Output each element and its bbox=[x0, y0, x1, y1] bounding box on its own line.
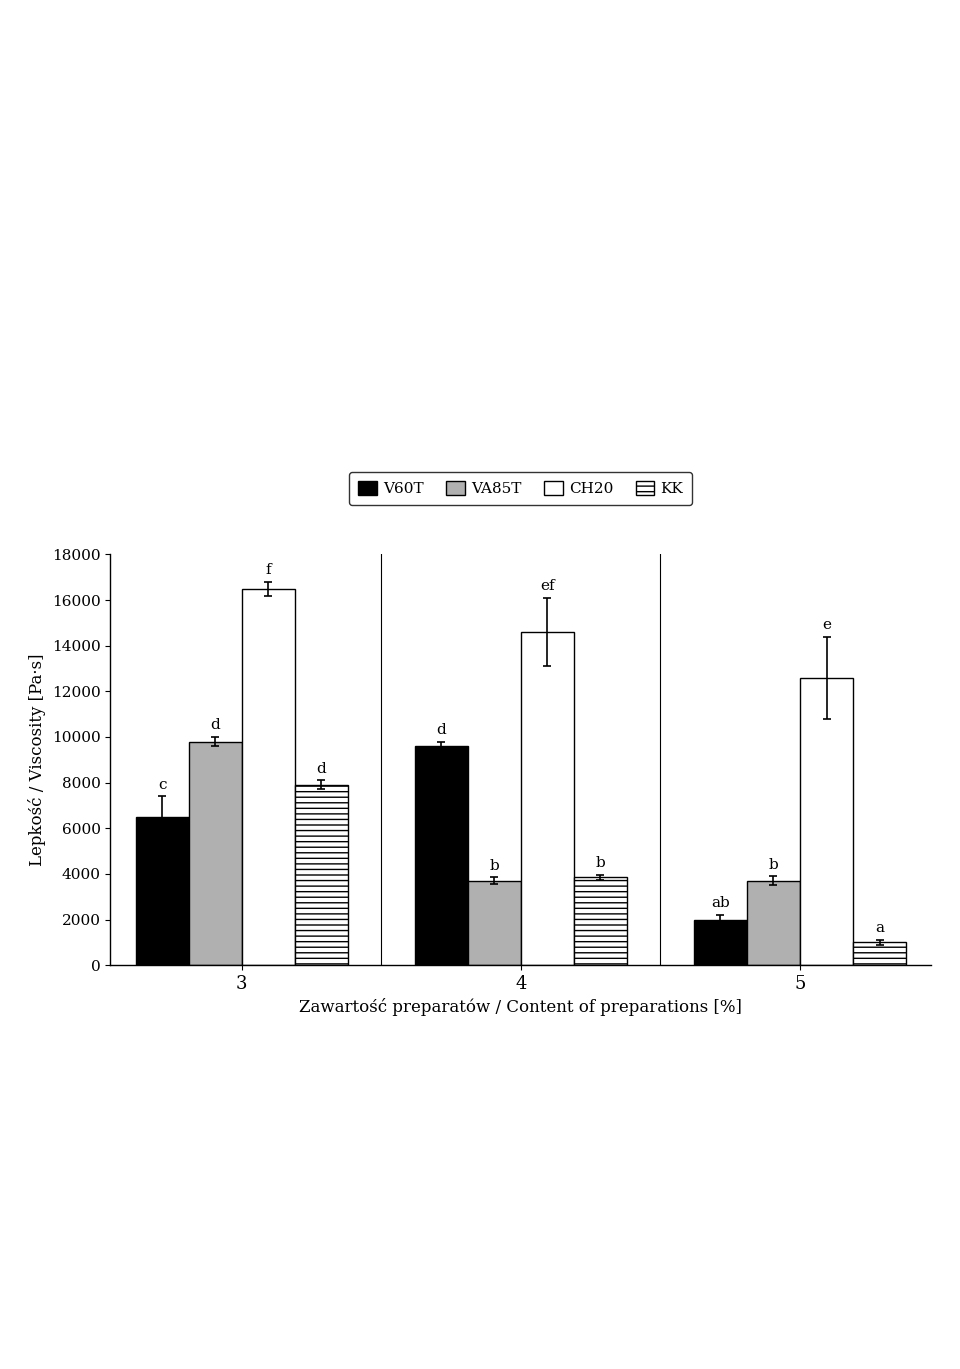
Bar bbox=[415, 746, 468, 965]
Text: a: a bbox=[876, 921, 884, 935]
Text: b: b bbox=[490, 858, 499, 873]
Text: d: d bbox=[210, 719, 220, 732]
Bar bbox=[295, 784, 348, 965]
Legend: V60T, VA85T, CH20, KK: V60T, VA85T, CH20, KK bbox=[349, 472, 692, 505]
Text: e: e bbox=[822, 617, 831, 632]
Bar bbox=[135, 817, 188, 965]
Bar bbox=[853, 942, 906, 965]
Text: b: b bbox=[769, 857, 779, 872]
Bar bbox=[468, 880, 520, 965]
X-axis label: Zawartość preparatów / Content of preparations [%]: Zawartość preparatów / Content of prepar… bbox=[300, 998, 742, 1016]
Bar bbox=[800, 678, 853, 965]
Bar bbox=[694, 920, 747, 965]
Bar bbox=[747, 880, 800, 965]
Bar bbox=[574, 878, 627, 965]
Text: f: f bbox=[265, 563, 271, 578]
Text: d: d bbox=[316, 761, 326, 776]
Text: b: b bbox=[595, 857, 605, 871]
Bar bbox=[188, 742, 242, 965]
Text: ef: ef bbox=[540, 579, 555, 593]
Bar bbox=[520, 632, 574, 965]
Y-axis label: Lepkość / Viscosity [Pa·s]: Lepkość / Viscosity [Pa·s] bbox=[29, 653, 46, 867]
Text: d: d bbox=[437, 723, 446, 737]
Text: c: c bbox=[157, 778, 166, 791]
Text: ab: ab bbox=[711, 897, 730, 910]
Bar bbox=[242, 589, 295, 965]
